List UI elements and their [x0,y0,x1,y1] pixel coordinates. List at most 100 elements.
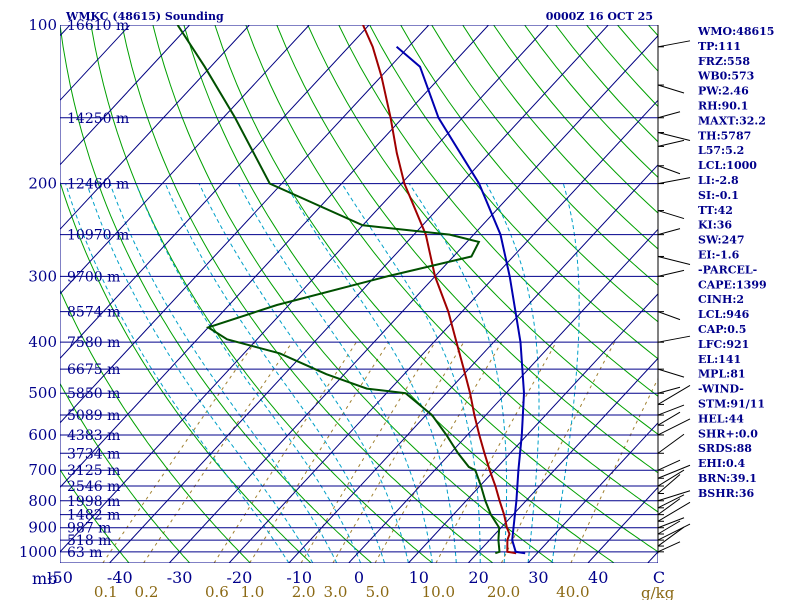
index-9: LCL:1000 [698,159,757,172]
wind-barb-350 [657,311,681,321]
wind-barb-1000 [657,541,681,553]
height-label-300: 9700 m [67,269,120,285]
isotherm-30 [527,422,658,563]
wind-barb-575 [657,411,681,426]
dry-adiabat-120 [431,25,658,286]
isotherm-20 [467,357,658,563]
index-31: BSHR:36 [698,487,754,500]
isotherm--140 [0,25,10,563]
dry-adiabat-50 [214,25,658,553]
wind-barbs [657,25,691,554]
mixing-ratio-line-7 [435,341,557,563]
index-27: SHR+:0.0 [698,427,758,440]
index-25: STM:91/11 [698,398,765,411]
mixing-ratio-line-6 [374,341,503,563]
moist-adiabat--10 [65,183,290,563]
isotherm-0 [348,228,658,563]
height-label-800: 1998 m [67,494,120,510]
isotherm--80 [60,25,370,360]
wind-barb-110 [657,40,691,48]
dry-adiabat-100 [369,25,658,360]
pressure-label-100: 100 [28,16,57,34]
height-label-150: 14250 m [67,111,129,127]
index-13: KI:36 [698,219,732,232]
pressure-label-600: 600 [28,426,57,444]
trace-temperature [362,25,517,555]
isotherm--100 [60,25,250,231]
mixing-ratio-label-6: 5.0 [366,583,390,600]
pressure-label-900: 900 [28,519,57,537]
moist-adiabat-22 [341,183,481,563]
wind-barb-450 [657,368,685,378]
wind-barb-750 [657,469,685,487]
dry-adiabat--30 [60,382,191,563]
mixing-ratio-line-9 [570,377,658,563]
mixing-ratio-label-1: 0.2 [135,583,159,600]
isotherm--70 [60,25,430,424]
index-14: SW:247 [698,234,745,247]
height-label-950: 518 m [67,533,111,549]
index-5: RH:90.1 [698,100,748,113]
height-label-1000: 63 m [67,545,103,561]
pressure-label-500: 500 [28,384,57,402]
isotherm--30 [168,35,658,563]
height-label-550: 5089 m [67,408,120,424]
dry-adiabat-90 [338,25,658,397]
wind-barb-170 [657,139,685,147]
temperature-tick-20: 20 [468,568,488,587]
mixing-ratio-label-3: 1.0 [240,583,264,600]
moist-adiabat-18 [285,183,457,563]
wind-barb-800 [657,490,691,502]
pressure-label-200: 200 [28,175,57,193]
height-label-600: 4383 m [67,428,120,444]
height-label-850: 1482 m [67,508,120,524]
index-7: TH:5787 [698,129,751,142]
isotherm--110 [60,25,190,166]
wind-barb-400 [657,335,691,343]
index-6: MAXT:32.2 [698,114,766,127]
height-label-450: 6675 m [67,362,120,378]
pressure-label-800: 800 [28,492,57,510]
dry-adiabat-80 [307,25,658,435]
dry-adiabat--20 [60,288,251,563]
background-grid [0,25,658,563]
index-19: LCL:946 [698,308,750,321]
dry-adiabat-130 [462,25,658,250]
wind-barb-525 [657,384,691,405]
index-23: MPL:81 [698,368,746,381]
wind-barb-725 [657,464,691,479]
moist-adiabat-6 [164,183,385,563]
moist-adiabat-34 [551,183,580,563]
height-label-650: 3734 m [67,446,120,462]
dry-adiabat--10 [60,180,312,563]
height-label-750: 2546 m [67,479,120,495]
wind-barb-300 [657,269,685,277]
index-15: EI:-1.6 [698,249,740,262]
dry-adiabat-30 [152,25,554,563]
dry-adiabat-20 [121,25,494,563]
height-label-900: 987 m [67,521,111,537]
index-28: SRDS:88 [698,442,752,455]
height-label-700: 3125 m [67,463,120,479]
wind-barb-900 [657,517,685,529]
moist-adiabat-30 [485,183,540,563]
height-label-500: 5850 m [67,386,120,402]
index-22: EL:141 [698,353,741,366]
wind-barb-200 [657,177,691,185]
mixing-ratio-line-3 [249,341,390,563]
mixing-ratio-unit-label: g/kg [641,584,675,600]
pressure-label-400: 400 [28,333,57,351]
height-label-200: 12460 m [67,177,129,193]
isotherm--10 [288,164,658,563]
chart-title-time: 0000Z 16 OCT 25 [546,10,653,23]
temperature-unit-label: C [653,568,665,587]
mixing-ratio-label-9: 40.0 [556,583,589,600]
wind-barb-185 [657,165,681,175]
index-0: WMO:48615 [697,25,774,38]
isotherm--60 [60,25,489,489]
wind-barb-650 [657,433,685,454]
index-21: LFC:921 [698,338,749,351]
index-2: FRZ:558 [698,55,750,68]
